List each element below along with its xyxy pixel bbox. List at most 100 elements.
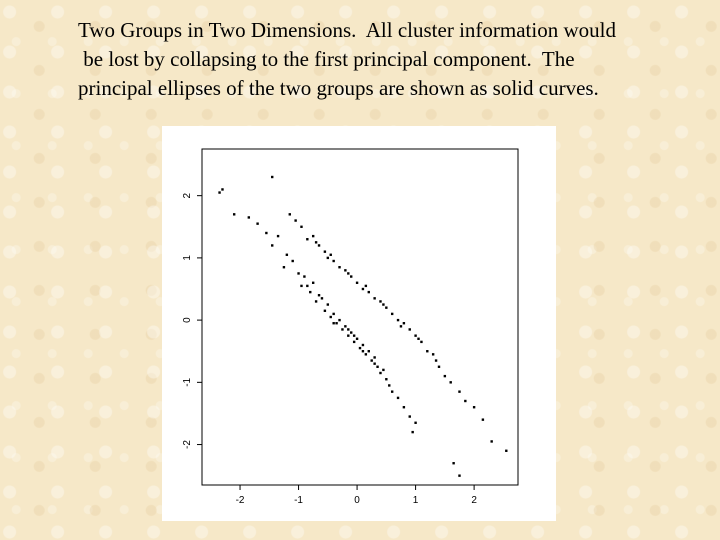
scatter-point — [431, 353, 435, 356]
scatter-point — [311, 281, 315, 284]
scatter-point — [271, 175, 274, 179]
scatter-point — [282, 266, 286, 269]
scatter-point — [347, 334, 350, 337]
scatter-point — [361, 350, 365, 353]
scatter-point — [449, 381, 452, 384]
x-tick-label: 0 — [354, 495, 360, 506]
scatter-point — [385, 306, 388, 309]
scatter-point — [355, 337, 359, 340]
scatter-point — [390, 312, 394, 316]
scatter-point — [332, 259, 335, 263]
scatter-point — [396, 318, 400, 322]
y-tick-label: 1 — [182, 255, 193, 261]
scatter-plot-panel: -2 -1 0 1 2 -2 -1 0 1 2 — [162, 126, 556, 521]
scatter-point — [350, 275, 353, 278]
scatter-point — [311, 234, 315, 238]
scatter-point — [472, 406, 476, 409]
y-tick-label: 2 — [182, 192, 193, 198]
scatter-point — [481, 418, 485, 421]
scatter-point — [347, 328, 350, 331]
scatter-point — [320, 297, 324, 300]
scatter-point — [332, 312, 335, 316]
scatter-point — [370, 359, 373, 362]
x-tick-label: 1 — [413, 495, 419, 506]
scatter-point — [408, 415, 411, 418]
scatter-point — [326, 256, 330, 260]
scatter-point — [396, 396, 400, 400]
scatter-point — [411, 430, 414, 434]
scatter-point — [390, 390, 394, 393]
scatter-point — [402, 322, 406, 325]
scatter-point — [271, 244, 274, 247]
scatter-point — [344, 269, 347, 272]
scatter-point — [288, 213, 291, 216]
scatter-point — [426, 350, 429, 353]
x-tick-label: -2 — [236, 495, 245, 506]
scatter-point — [399, 325, 403, 328]
scatter-point — [402, 406, 406, 409]
scatter-point — [221, 188, 224, 191]
caption-line-3: principal ellipses of the two groups are… — [78, 76, 599, 100]
scatter-point — [505, 449, 508, 452]
scatter-point — [335, 322, 338, 325]
scatter-point — [385, 378, 388, 381]
scatter-point — [443, 374, 447, 378]
plot-frame — [201, 148, 519, 486]
scatter-point — [373, 356, 376, 359]
scatter-point — [408, 328, 411, 331]
scatter-point — [452, 462, 455, 465]
scatter-point — [338, 318, 341, 322]
scatter-point — [256, 222, 259, 225]
scatter-point — [420, 340, 423, 344]
scatter-point — [367, 350, 370, 353]
scatter-point — [265, 231, 268, 235]
scatter-point — [376, 365, 379, 368]
scatter-point — [300, 225, 303, 228]
slide-caption: Two Groups in Two Dimensions. All cluste… — [78, 16, 710, 103]
scatter-point — [373, 362, 376, 365]
scatter-point — [332, 322, 335, 325]
scatter-point — [218, 191, 221, 194]
scatter-point — [364, 353, 368, 356]
scatter-point — [314, 241, 318, 244]
scatter-point — [314, 300, 318, 303]
scatter-point — [352, 340, 356, 344]
scatter-point — [464, 399, 467, 403]
scatter-point — [367, 290, 370, 294]
scatter-point — [285, 253, 289, 256]
caption-line-2: be lost by collapsing to the first princ… — [78, 47, 575, 71]
caption-line-1: Two Groups in Two Dimensions. All cluste… — [78, 18, 616, 42]
scatter-point — [358, 346, 362, 350]
scatter-plot: -2 -1 0 1 2 -2 -1 0 1 2 — [182, 148, 519, 506]
scatter-point — [361, 343, 365, 347]
scatter-point — [326, 303, 330, 306]
scatter-point — [414, 421, 417, 424]
scatter-point — [382, 368, 385, 372]
scatter-point — [323, 250, 327, 253]
scatter-point — [306, 238, 309, 241]
scatter-point — [458, 390, 461, 393]
y-tick-label: 0 — [182, 317, 193, 323]
scatter-point — [300, 284, 303, 288]
scatter-point — [297, 272, 300, 275]
scatter-point — [364, 284, 368, 288]
scatter-point — [306, 284, 309, 288]
y-tick-label: -2 — [182, 440, 193, 449]
scatter-point — [417, 337, 420, 340]
y-tick-label: -1 — [182, 377, 193, 386]
scatter-point — [414, 334, 417, 337]
scatter-point — [437, 365, 441, 368]
scatter-point — [276, 234, 280, 238]
scatter-point — [247, 216, 251, 219]
scatter-point — [379, 300, 382, 303]
scatter-point — [232, 213, 236, 216]
scatter-point — [458, 474, 461, 477]
scatter-point — [323, 309, 327, 312]
scatter-point — [490, 440, 493, 443]
scatter-point — [382, 303, 385, 306]
scatter-point — [352, 334, 356, 337]
scatter-point — [347, 272, 350, 275]
scatter-point — [317, 244, 321, 247]
scatter-point — [294, 219, 297, 222]
scatter-point — [350, 331, 353, 334]
